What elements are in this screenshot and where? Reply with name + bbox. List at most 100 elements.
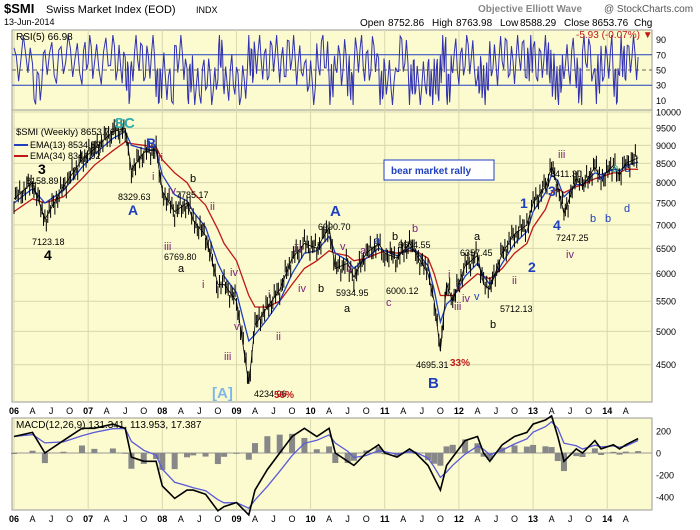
x-axis-label: A (549, 406, 555, 416)
macd-hist-bar (251, 443, 258, 453)
x-axis-label: 09 (231, 406, 241, 416)
chart-header: $SMI Swiss Market Index (EOD) INDX 13-Ju… (4, 1, 693, 29)
macd-hist-bar (474, 443, 481, 453)
annot-iii-b: iii (164, 241, 171, 253)
x-axis-label: J (123, 406, 128, 416)
macd-hist-bar (332, 453, 339, 463)
x-axis-label: A (623, 406, 629, 416)
x-axis-label-bottom: 11 (380, 514, 390, 524)
annot-a-b: a (178, 263, 185, 275)
rsi-tick-label: 50 (656, 66, 666, 76)
wave-annotations: SC 3 8158.89 7123.18 4 A B 8329.63 i ii … (26, 115, 630, 402)
annot-56pct: 56% (274, 390, 294, 401)
annot-4234: 4234.96 (254, 389, 287, 399)
annot-B2: B (428, 375, 439, 392)
macd-hist-bar (363, 450, 370, 453)
macd-hist-bar (610, 451, 617, 453)
annot-6000: 6000.12 (386, 286, 419, 296)
x-axis-label: J (49, 406, 54, 416)
x-axis-label-bottom: O (511, 514, 518, 524)
annot-a-m2: a (612, 161, 619, 175)
macd-hist-bar (425, 453, 432, 461)
price-tick-label: 8500 (656, 159, 676, 169)
annot-7123: 7123.18 (32, 237, 65, 247)
price-tick-label: 6000 (656, 269, 676, 279)
annot-a-f2: a (374, 235, 381, 247)
x-axis-label-bottom: A (474, 514, 480, 524)
macd-tick-label: 0 (656, 449, 661, 459)
grid-layer (12, 30, 652, 510)
annot-a-f1: a (360, 245, 367, 257)
x-axis-label: O (66, 406, 73, 416)
annot-a-e: a (344, 303, 351, 315)
x-axis-label-bottom: A (623, 514, 629, 524)
macd-hist-bar (598, 453, 605, 455)
macd-hist-bar (29, 450, 36, 453)
annot-b-f: b (346, 263, 352, 275)
macd-hist-bar (140, 453, 147, 464)
macd-hist-bar (480, 453, 487, 457)
axis-layer: 10000 9500 9000 8500 8000 7500 7000 6500 6000 550… (9, 35, 681, 524)
price-tick-label: 10000 (656, 108, 681, 118)
macd-hist-bar (573, 453, 580, 457)
macd-hist-bar (326, 446, 333, 453)
macd-hist-bar (202, 453, 209, 457)
macd-signal-line (13, 420, 639, 510)
macd-hist-bar (190, 453, 197, 456)
macd-label: MACD(12,26,9) 131.341, 113.953, 17.387 (16, 420, 202, 431)
x-axis-label: O (437, 406, 444, 416)
annot-ii-d: ii (276, 331, 281, 343)
x-axis-label: J (420, 406, 425, 416)
x-axis-label-bottom: O (289, 514, 296, 524)
annot-iii-k: iii (558, 149, 565, 161)
macd-line (13, 414, 639, 517)
high-label: High (432, 18, 453, 29)
macd-hist-bar (276, 434, 283, 453)
annot-b-m2: b (605, 213, 611, 225)
macd-hist-bar (431, 453, 438, 464)
macd-hist-bar (122, 452, 129, 454)
macd-hist-bar (579, 453, 586, 457)
annot-A1: A (128, 202, 138, 218)
x-axis-label-bottom: J (197, 514, 202, 524)
macd-hist-bar (622, 451, 629, 453)
annot-b-m: b (590, 213, 596, 225)
annot-i-a: i (152, 171, 154, 183)
x-axis-label: 12 (454, 406, 464, 416)
rsi-tick-label: 70 (656, 50, 666, 60)
annot-i-b: i (202, 279, 204, 291)
price-tick-label: 9500 (656, 124, 676, 134)
x-axis-label-bottom: O (585, 514, 592, 524)
annot-ii-h: ii (456, 281, 461, 293)
x-axis-label: 07 (83, 406, 93, 416)
ema13-legend: EMA(13) 8534.53 (30, 140, 101, 150)
annot-iv-h: iv (462, 293, 470, 305)
macd-hist-bar (41, 453, 48, 464)
x-axis-label-bottom: J (123, 514, 128, 524)
chg-value: -5.93 (-0.07%) ▼ (576, 30, 653, 41)
bear-rally-box (383, 159, 495, 181)
x-axis-label: 06 (9, 406, 19, 416)
symbol-title: $SMI (4, 1, 34, 16)
macd-hist-bar (78, 445, 85, 453)
annot-8158: 8158.89 (26, 176, 59, 186)
annot-iv-e: iv (298, 283, 306, 295)
annot-v-c: v (234, 321, 240, 333)
index-name: Swiss Market Index (EOD) (46, 4, 176, 16)
macd-hist-bar (530, 444, 537, 453)
annot-iv-a: iv (168, 185, 176, 197)
x-axis-label: 10 (306, 406, 316, 416)
ema34-legend: EMA(34) 8344.92 (30, 151, 101, 161)
annot-6769: 6769.80 (164, 252, 197, 262)
x-axis-label-bottom: 13 (528, 514, 538, 524)
macd-hist-bar (344, 453, 351, 464)
annot-A-bracket: [A] (212, 385, 233, 402)
chart-date: 13-Jun-2014 (4, 17, 55, 27)
rsi-tick-label: 30 (656, 81, 666, 91)
annot-ii-a: ii (158, 152, 163, 164)
macd-hist-bar (245, 453, 252, 460)
annot-5712: 5712.13 (500, 304, 533, 314)
macd-tick-label: -200 (656, 471, 674, 481)
macd-panel (11, 417, 653, 511)
macd-hist-bar (462, 439, 469, 453)
